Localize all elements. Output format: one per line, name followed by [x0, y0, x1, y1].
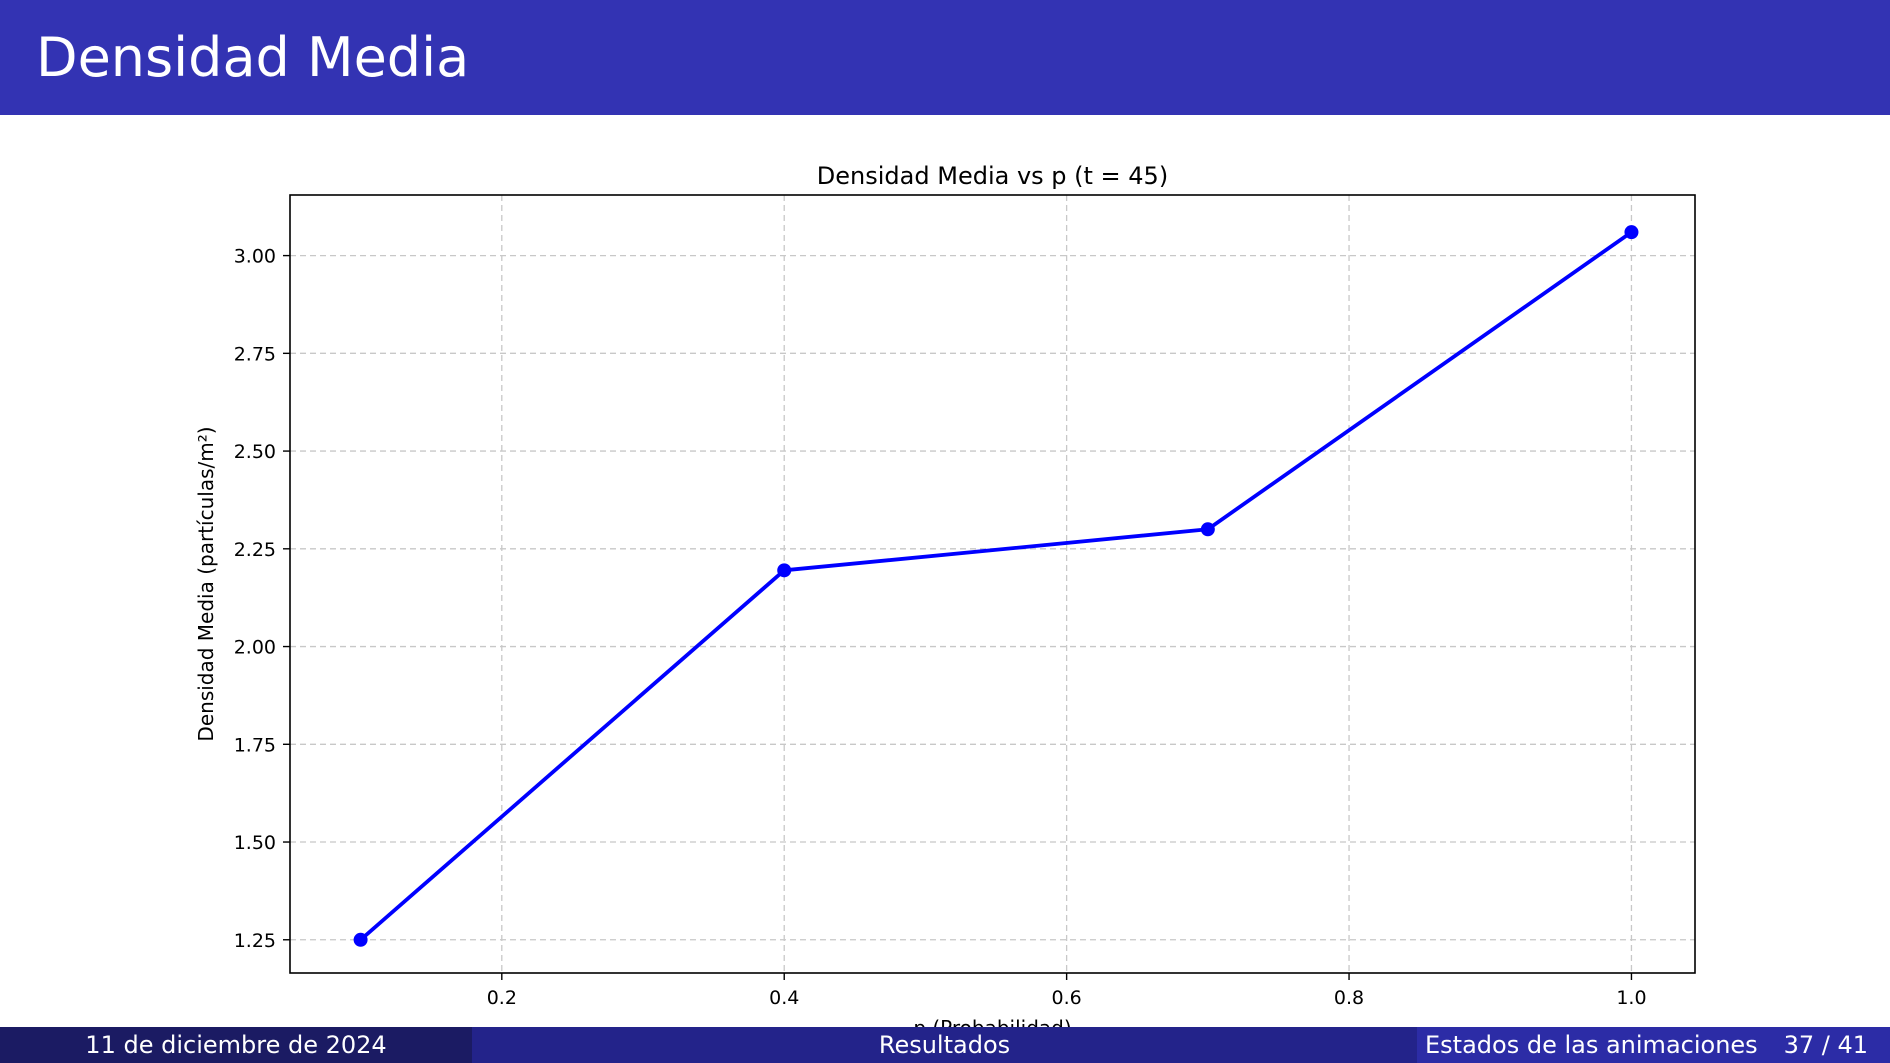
footer-date-text: 11 de diciembre de 2024 [85, 1031, 387, 1059]
y-tick-label: 2.00 [234, 637, 276, 659]
y-tick-label: 1.75 [234, 734, 276, 756]
x-tick-label: 0.8 [1334, 987, 1364, 1009]
footer-date: 11 de diciembre de 2024 [0, 1027, 472, 1063]
footer-page-number[interactable]: 37 / 41 [1783, 1031, 1868, 1059]
y-tick-label: 2.25 [234, 539, 276, 561]
series-line [359, 230, 1633, 942]
chart-title: Densidad Media vs p (t = 45) [817, 162, 1168, 190]
x-tick-label: 0.2 [487, 987, 517, 1009]
y-tick-label: 3.00 [234, 246, 276, 268]
y-tick-label: 2.75 [234, 343, 276, 365]
data-point [1200, 522, 1215, 537]
data-point [777, 563, 792, 578]
slide-title: Densidad Media [36, 26, 470, 89]
footer: 11 de diciembre de 2024 Resultados Estad… [0, 1027, 1890, 1063]
x-tick-label: 1.0 [1616, 987, 1646, 1009]
y-tick-label: 1.50 [234, 832, 276, 854]
y-axis-label: Densidad Media (partículas/m²) [194, 426, 218, 741]
axis-ticks: 0.2 0.4 0.6 0.8 1.0 1.25 1.50 1.75 2.00 2.25 2.50 2… [234, 246, 1647, 1009]
data-point [1624, 225, 1639, 240]
footer-section-text: Resultados [878, 1031, 1011, 1059]
data-point [353, 932, 368, 947]
series-layer [353, 225, 1639, 947]
footer-subsection-text: Estados de las animaciones [1425, 1031, 1758, 1059]
footer-subsection: Estados de las animaciones 37 / 41 [1417, 1027, 1890, 1063]
plot-frame [289, 194, 1696, 974]
footer-section: Resultados [472, 1027, 1417, 1063]
title-bar: Densidad Media [0, 0, 1890, 115]
chart: 0.2 0.4 0.6 0.8 1.0 1.25 1.50 1.75 2.00 2.25 2.50 2… [194, 162, 1696, 1027]
x-tick-label: 0.4 [769, 987, 799, 1009]
x-tick-label: 0.6 [1052, 987, 1082, 1009]
x-axis-label: p (Probabilidad) [913, 1016, 1071, 1027]
grid-lines [290, 195, 1695, 973]
y-tick-label: 1.25 [234, 930, 276, 952]
y-tick-label: 2.50 [234, 441, 276, 463]
